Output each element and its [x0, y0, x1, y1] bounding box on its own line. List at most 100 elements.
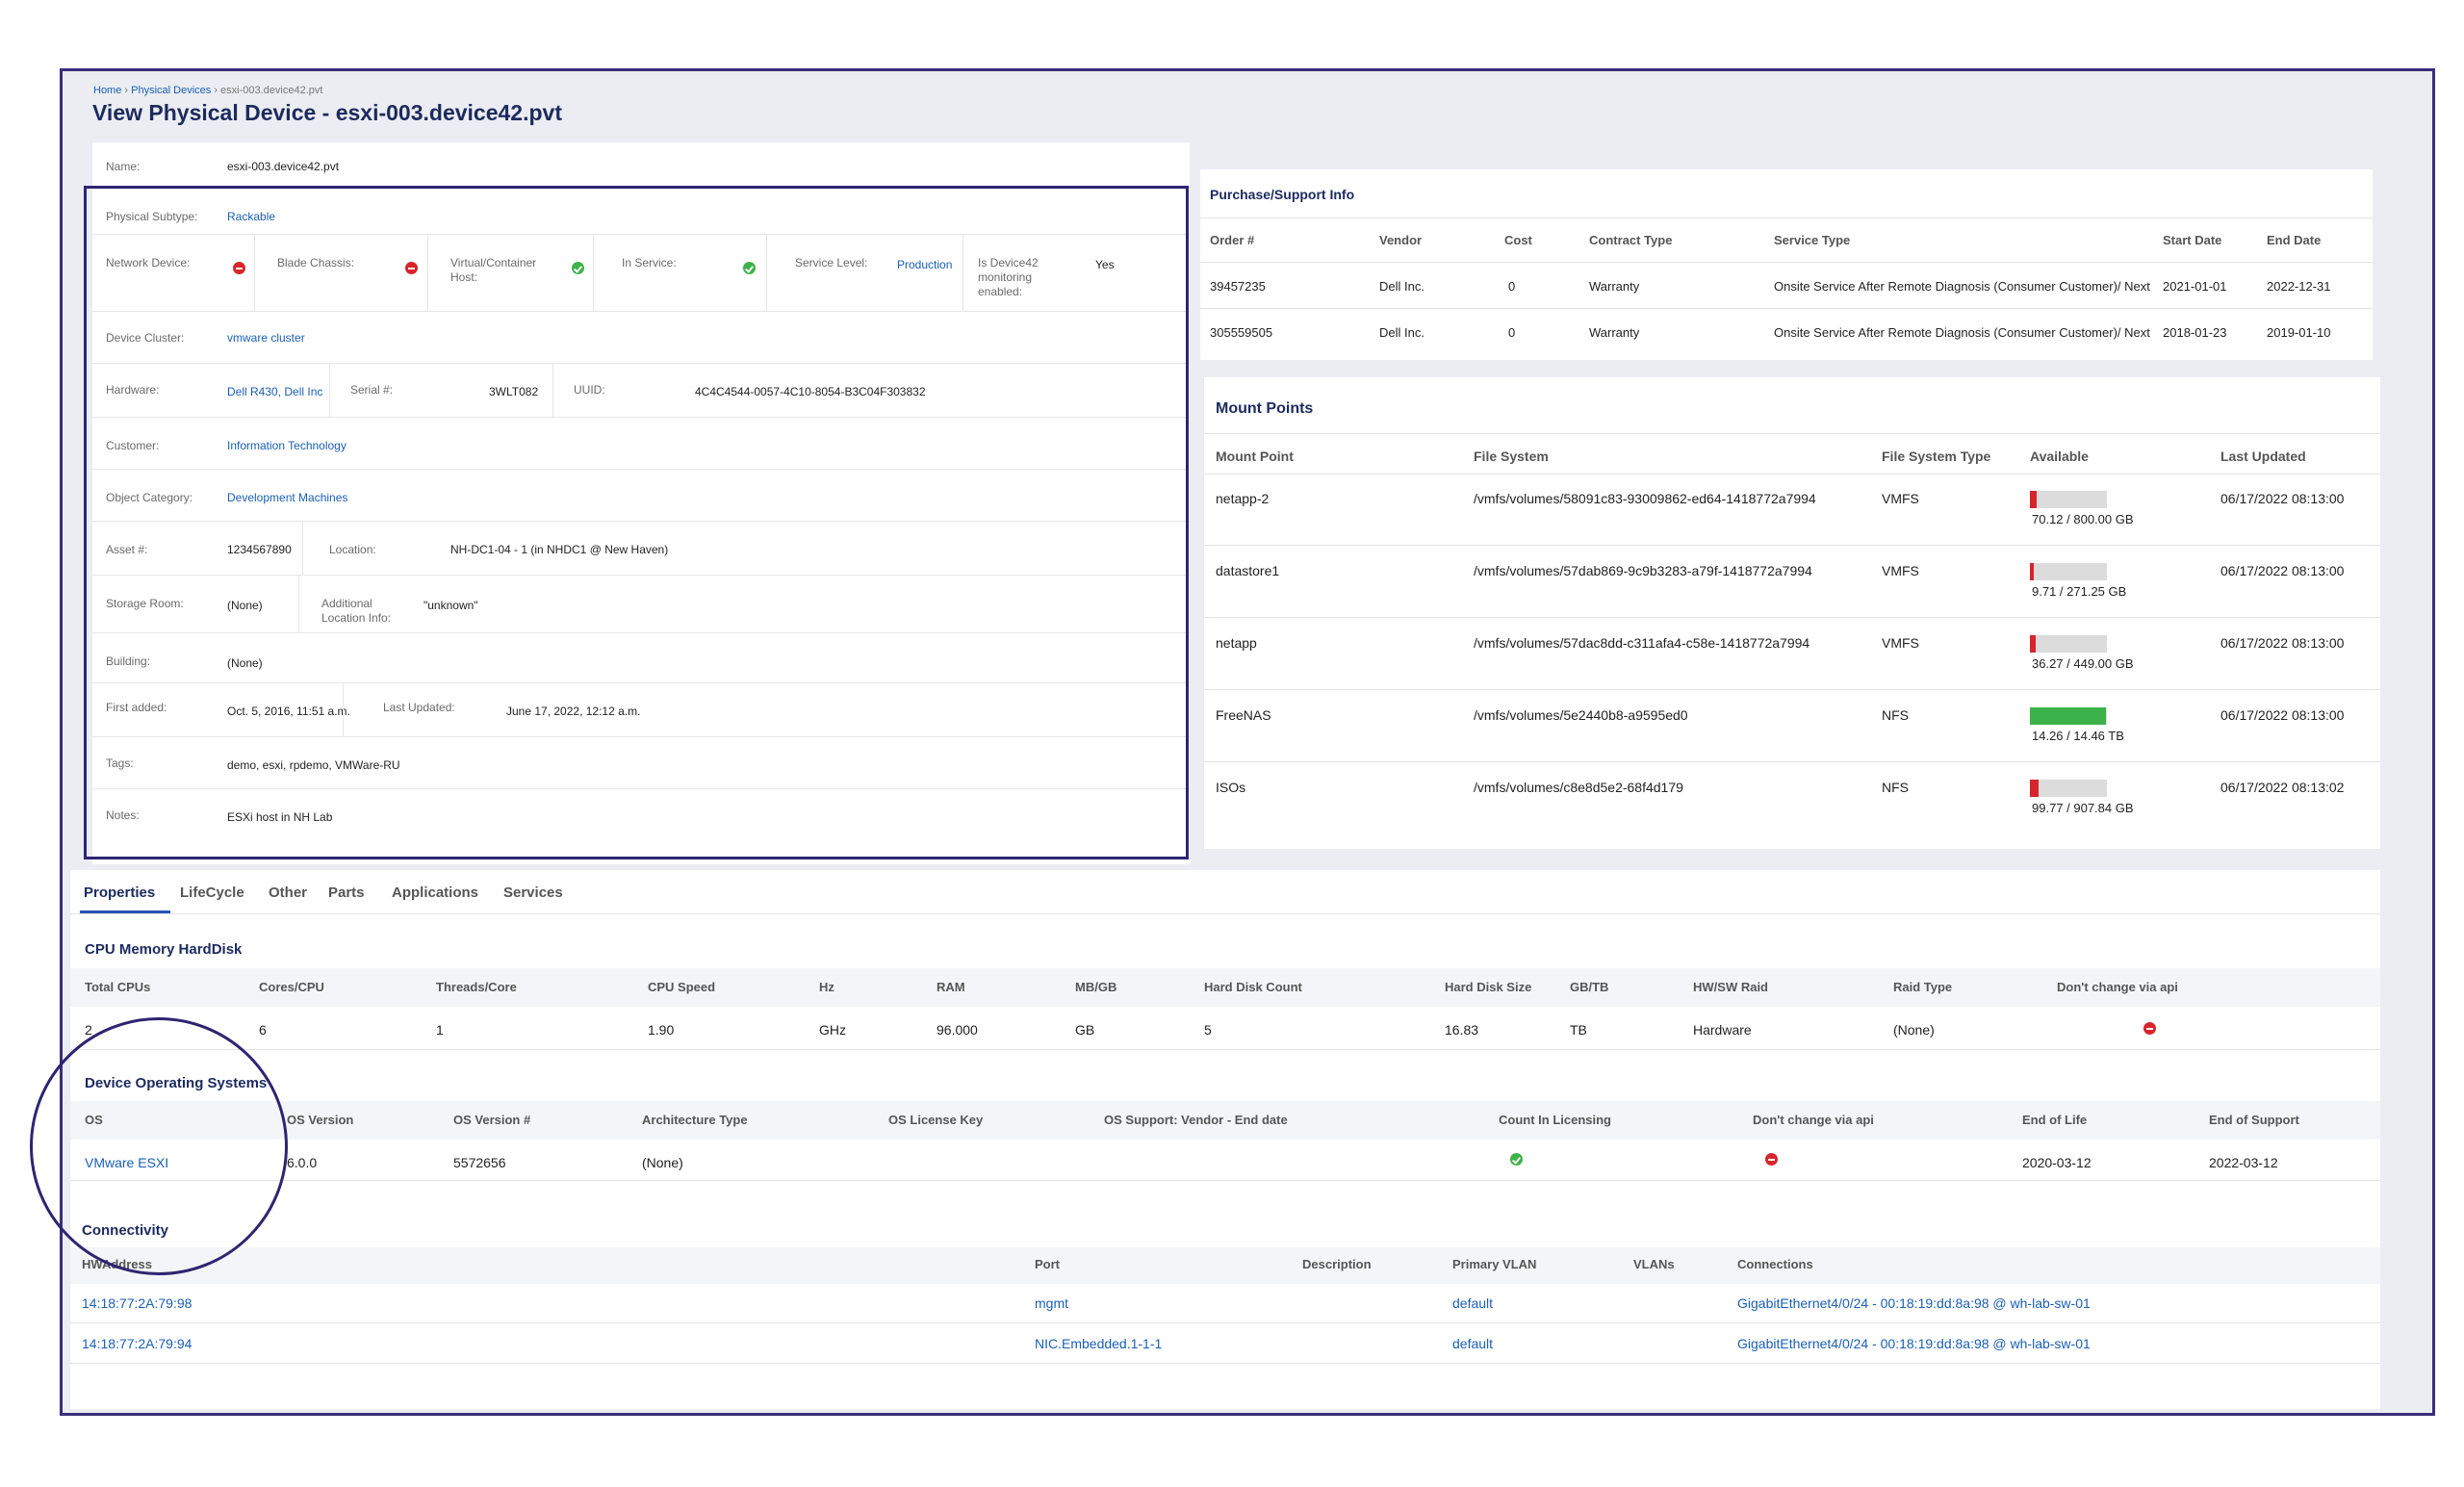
device-info-panel: Name: esxi-003.device42.pvt Physical Sub… — [92, 142, 1190, 864]
col-available: Available — [2030, 449, 2089, 464]
cluster-label: Device Cluster: — [106, 331, 185, 345]
cpu-col-header: Hard Disk Size — [1445, 980, 1532, 994]
divider — [298, 576, 299, 632]
col-order: Order # — [1210, 233, 1255, 247]
os-cell: 2022-03-12 — [2209, 1155, 2278, 1170]
file-system-cell: /vmfs/volumes/c8e8d5e2-68f4d179 — [1474, 780, 1683, 795]
uuid-label: UUID: — [574, 383, 605, 397]
conn-col-header: Connections — [1737, 1257, 1813, 1271]
building-value: (None) — [227, 656, 263, 670]
order-link[interactable]: 305559505 — [1210, 325, 1273, 340]
building-label: Building: — [106, 654, 151, 668]
os-cell: 2020-03-12 — [2022, 1155, 2092, 1170]
mount-point-cell: netapp — [1216, 635, 1257, 651]
notes-value: ESXi host in NH Lab — [227, 810, 333, 824]
available-bar — [2030, 707, 2107, 725]
col-cost: Cost — [1504, 233, 1532, 247]
subtype-label: Physical Subtype: — [106, 210, 198, 223]
cpu-memory-title: CPU Memory HardDisk — [85, 941, 243, 958]
category-label: Object Category: — [106, 491, 193, 504]
conn-link[interactable]: 14:18:77:2A:79:94 — [82, 1336, 192, 1351]
tab-applications[interactable]: Applications — [392, 885, 479, 901]
mount-points-panel: Mount Points Mount Point File System Fil… — [1204, 377, 2380, 849]
first-added-value: Oct. 5, 2016, 11:51 a.m. — [227, 705, 350, 718]
tab-other[interactable]: Other — [269, 885, 308, 901]
info-row-dates: First added: Oct. 5, 2016, 11:51 a.m. La… — [92, 683, 1190, 737]
category-link[interactable]: Development Machines — [227, 491, 348, 504]
uuid-value: 4C4C4544-0057-4C10-8054-B3C04F303832 — [695, 385, 926, 398]
breadcrumb: Home › Physical Devices › esxi-003.devic… — [93, 85, 322, 96]
file-system-cell: /vmfs/volumes/5e2440b8-a9595ed0 — [1474, 707, 1688, 723]
info-row-category: Object Category: Development Machines — [92, 470, 1190, 522]
mount-row: netapp-2/vmfs/volumes/58091c83-93009862-… — [1204, 474, 2380, 546]
tab-services[interactable]: Services — [503, 885, 563, 901]
cpu-col-header: Don't change via api — [2057, 980, 2178, 994]
service-level-link[interactable]: Production — [897, 258, 953, 271]
monitoring-label: Is Device42 monitoring enabled: — [978, 256, 1039, 298]
os-col-header: End of Support — [2209, 1113, 2299, 1127]
available-bar-fill — [2030, 780, 2039, 797]
virtual-host-label: Virtual/Container Host: — [450, 256, 537, 284]
mount-row: netapp/vmfs/volumes/57dac8dd-c311afa4-c5… — [1204, 618, 2380, 690]
info-row-hardware: Hardware: Dell R430, Dell Inc Serial #: … — [92, 364, 1190, 418]
fs-type-cell: NFS — [1882, 707, 1909, 723]
breadcrumb-home[interactable]: Home — [93, 85, 122, 96]
divider — [70, 1180, 2380, 1181]
tab-parts[interactable]: Parts — [328, 885, 365, 901]
info-row-tags: Tags: demo, esxi, rpdemo, VMWare-RU — [92, 737, 1190, 789]
conn-col-header: Port — [1035, 1257, 1060, 1271]
info-row-flags: Network Device: Blade Chassis: Virtual/C… — [92, 235, 1190, 312]
cpu-cell: GHz — [819, 1022, 846, 1038]
purchase-panel: Purchase/Support Info Order # Vendor Cos… — [1200, 169, 2373, 360]
subtype-link[interactable]: Rackable — [227, 210, 276, 223]
conn-link[interactable]: GigabitEthernet4/0/24 - 00:18:19:dd:8a:9… — [1737, 1336, 2091, 1351]
last-updated-cell: 06/17/2022 08:13:02 — [2220, 780, 2345, 795]
cpu-col-header: RAM — [937, 980, 965, 994]
mount-row: datastore1/vmfs/volumes/57dab869-9c9b328… — [1204, 546, 2380, 618]
available-bar — [2030, 780, 2107, 797]
conn-link[interactable]: default — [1452, 1336, 1494, 1351]
conn-link[interactable]: default — [1452, 1295, 1494, 1311]
blade-chassis-no-icon — [405, 262, 418, 274]
start-cell: 2018-01-23 — [2163, 325, 2227, 340]
customer-label: Customer: — [106, 439, 160, 452]
divider — [427, 235, 428, 311]
cluster-link[interactable]: vmware cluster — [227, 331, 305, 345]
conn-link[interactable]: 14:18:77:2A:79:98 — [82, 1295, 192, 1311]
col-last-updated: Last Updated — [2220, 449, 2306, 464]
available-text: 99.77 / 907.84 GB — [2032, 801, 2134, 815]
info-row-name: Name: esxi-003.device42.pvt — [92, 142, 1190, 187]
hardware-link[interactable]: Dell R430, Dell Inc — [227, 385, 323, 398]
conn-link[interactable]: GigabitEthernet4/0/24 - 00:18:19:dd:8a:9… — [1737, 1295, 2091, 1311]
divider — [962, 235, 963, 311]
conn-link[interactable]: mgmt — [1035, 1295, 1068, 1311]
cpu-col-header: Raid Type — [1893, 980, 1953, 994]
tab-lifecycle[interactable]: LifeCycle — [180, 885, 244, 901]
divider — [593, 235, 594, 311]
tab-properties[interactable]: Properties — [84, 885, 156, 901]
col-contract-type: Contract Type — [1589, 233, 1673, 247]
cpu-col-header: Threads/Core — [436, 980, 517, 994]
available-text: 9.71 / 271.25 GB — [2032, 584, 2127, 599]
last-updated-value: June 17, 2022, 12:12 a.m. — [506, 705, 641, 718]
conn-link[interactable]: NIC.Embedded.1-1-1 — [1035, 1336, 1163, 1351]
mount-points-title: Mount Points — [1216, 400, 1314, 417]
breadcrumb-physical-devices[interactable]: Physical Devices — [131, 85, 212, 96]
asset-value: 1234567890 — [227, 543, 292, 556]
col-vendor: Vendor — [1379, 233, 1423, 247]
divider — [1200, 308, 2373, 309]
customer-link[interactable]: Information Technology — [227, 439, 346, 452]
asset-label: Asset #: — [106, 543, 148, 556]
cpu-cell: 5 — [1204, 1022, 1212, 1038]
col-file-system: File System — [1474, 449, 1549, 464]
order-link[interactable]: 39457235 — [1210, 279, 1266, 294]
info-row-cluster: Device Cluster: vmware cluster — [92, 312, 1190, 364]
divider — [1200, 262, 2373, 263]
col-mount-point: Mount Point — [1216, 449, 1294, 464]
end-cell: 2022-12-31 — [2267, 279, 2331, 294]
virtual-host-yes-icon — [572, 262, 584, 274]
divider — [70, 913, 2380, 914]
blade-chassis-label: Blade Chassis: — [277, 256, 355, 269]
cpu-cell: Hardware — [1693, 1022, 1752, 1038]
os-cell: 6.0.0 — [287, 1155, 318, 1170]
